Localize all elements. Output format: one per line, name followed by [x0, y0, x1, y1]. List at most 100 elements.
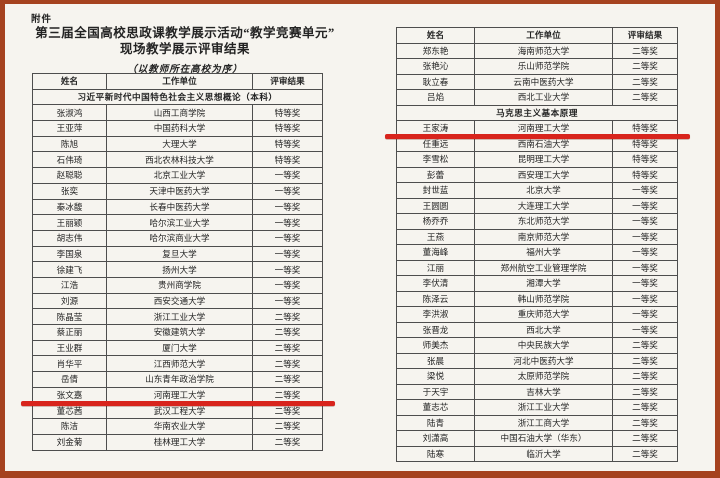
award-cell: 二等奖	[252, 433, 323, 451]
name-cell: 李洪淑	[396, 306, 475, 323]
name-cell: 陈晶莹	[32, 308, 107, 325]
org-cell: 湘潭大学	[474, 275, 613, 292]
name-cell: 王亚萍	[32, 120, 107, 137]
table-row: 陈晶莹 浙江工业大学 二等奖	[32, 308, 323, 325]
org-cell: 哈尔滨工业大学	[106, 214, 253, 231]
award-cell: 一等奖	[612, 321, 678, 338]
award-cell: 一等奖	[252, 198, 323, 216]
name-cell: 石伟琦	[32, 151, 107, 169]
award-cell: 一等奖	[252, 214, 323, 231]
name-cell: 陈泽云	[396, 290, 475, 307]
table-row: 陈洁 华南农业大学 二等奖	[32, 418, 323, 435]
award-cell: 特等奖	[252, 120, 323, 137]
table-row: 张淑鸿 山西工商学院 特等奖	[32, 104, 323, 122]
section-cell: 习近平新时代中国特色社会主义思想概论（本科）	[32, 88, 323, 106]
document-title: 第三届全国高校思政课教学展示活动“教学竞赛单元” 现场教学展示评审结果	[27, 25, 343, 57]
table-row: 陆寒 临沂大学 二等奖	[396, 445, 678, 462]
document-title-line2: 现场教学展示评审结果	[119, 42, 250, 56]
header-cell-2: 评审结果	[612, 27, 678, 44]
table-row: 师美杰 中央民族大学 二等奖	[396, 337, 678, 354]
name-cell: 杨乔乔	[396, 213, 475, 230]
org-cell: 北京工业大学	[106, 167, 253, 184]
table-row: 李雪松 昆明理工大学 特等奖	[396, 151, 678, 168]
table-row: 陈泽云 韩山师范学院 一等奖	[396, 290, 678, 307]
header-cell-1: 工作单位	[106, 73, 253, 90]
table-row: 李伏清 湘潭大学 一等奖	[396, 275, 678, 292]
org-cell: 福州大学	[474, 244, 613, 261]
name-cell: 李国泉	[32, 245, 107, 263]
name-cell: 秦冰馥	[32, 198, 107, 216]
red-highlight-line	[385, 134, 690, 139]
org-cell: 大连理工大学	[474, 197, 613, 214]
table-row: 赵聪聪 北京工业大学 一等奖	[32, 167, 323, 184]
org-cell: 浙江工商大学	[474, 414, 613, 431]
name-cell: 董海峰	[396, 244, 475, 261]
org-cell: 西北大学	[474, 321, 613, 338]
name-cell: 陆青	[396, 414, 475, 431]
name-cell: 陈洁	[32, 418, 107, 435]
name-cell: 赵聪聪	[32, 167, 107, 184]
name-cell: 耿立春	[396, 73, 475, 90]
table-row: 王燕 南京师范大学 一等奖	[396, 228, 678, 245]
award-cell: 一等奖	[252, 182, 323, 200]
award-cell: 特等奖	[612, 166, 678, 183]
award-cell: 特等奖	[252, 135, 323, 153]
name-cell: 岳倩	[32, 371, 107, 388]
award-cell: 二等奖	[612, 445, 678, 462]
award-cell: 二等奖	[612, 414, 678, 431]
org-cell: 太原师范学院	[474, 368, 613, 385]
header-cell-1: 工作单位	[474, 27, 613, 44]
section-row: 马克思主义基本原理	[396, 104, 678, 121]
table-row: 彭蕾 西安理工大学 特等奖	[396, 166, 678, 183]
name-cell: 王燕	[396, 228, 475, 245]
award-cell: 一等奖	[612, 290, 678, 307]
name-cell: 于天宇	[396, 383, 475, 400]
name-cell: 王丽颖	[32, 214, 107, 231]
results-table-right-wrap: 姓名 工作单位 评审结果 郑东艳 海南师范大学 二等奖 张艳沁 乐山师范学院 二等奖 耿立春 云南中…	[385, 27, 690, 462]
award-cell: 二等奖	[612, 399, 678, 416]
name-cell: 刘金菊	[32, 433, 107, 451]
award-cell: 二等奖	[252, 418, 323, 435]
award-cell: 二等奖	[612, 337, 678, 354]
name-cell: 封世蓝	[396, 182, 475, 199]
award-cell: 一等奖	[612, 259, 678, 276]
table-row: 王圆圆 大连理工大学 一等奖	[396, 197, 678, 214]
name-cell: 徐建飞	[32, 261, 107, 278]
name-cell: 肖华平	[32, 355, 107, 373]
org-cell: 天津中医药大学	[106, 182, 253, 200]
org-cell: 河北中医药大学	[474, 352, 613, 369]
org-cell: 海南师范大学	[474, 42, 613, 59]
award-cell: 一等奖	[612, 244, 678, 261]
table-row: 岳倩 山东青年政治学院 二等奖	[32, 371, 323, 388]
award-cell: 一等奖	[612, 306, 678, 323]
header-cell-2: 评审结果	[252, 73, 323, 90]
name-cell: 李雪松	[396, 151, 475, 168]
org-cell: 厦门大学	[106, 339, 253, 357]
org-cell: 哈尔滨商业大学	[106, 229, 253, 247]
org-cell: 西安交通大学	[106, 292, 253, 310]
table-row: 王丽颖 哈尔滨工业大学 一等奖	[32, 214, 323, 231]
org-cell: 西安理工大学	[474, 166, 613, 183]
org-cell: 贵州商学院	[106, 276, 253, 294]
award-cell: 二等奖	[252, 324, 323, 341]
award-cell: 二等奖	[612, 42, 678, 59]
results-table-right: 姓名 工作单位 评审结果 郑东艳 海南师范大学 二等奖 张艳沁 乐山师范学院 二等奖 耿立春 云南中…	[396, 27, 678, 462]
table-row: 刘潇高 中国石油大学（华东） 二等奖	[396, 430, 678, 447]
table-row: 董志芯 浙江工业大学 二等奖	[396, 399, 678, 416]
document-title-line1: 第三届全国高校思政课教学展示活动“教学竞赛单元”	[35, 26, 335, 40]
name-cell: 陆寒	[396, 445, 475, 462]
award-cell: 一等奖	[612, 228, 678, 245]
award-cell: 特等奖	[252, 151, 323, 169]
header-cell-0: 姓名	[32, 73, 107, 90]
org-cell: 中央民族大学	[474, 337, 613, 354]
award-cell: 一等奖	[252, 167, 323, 184]
table-row: 张奕 天津中医药大学 一等奖	[32, 182, 323, 200]
award-cell: 二等奖	[252, 371, 323, 388]
name-cell: 师美杰	[396, 337, 475, 354]
table-row: 于天宇 吉林大学 二等奖	[396, 383, 678, 400]
award-cell: 二等奖	[612, 383, 678, 400]
org-cell: 郑州航空工业管理学院	[474, 259, 613, 276]
name-cell: 刘潇高	[396, 430, 475, 447]
table-row: 徐建飞 扬州大学 一等奖	[32, 261, 323, 278]
